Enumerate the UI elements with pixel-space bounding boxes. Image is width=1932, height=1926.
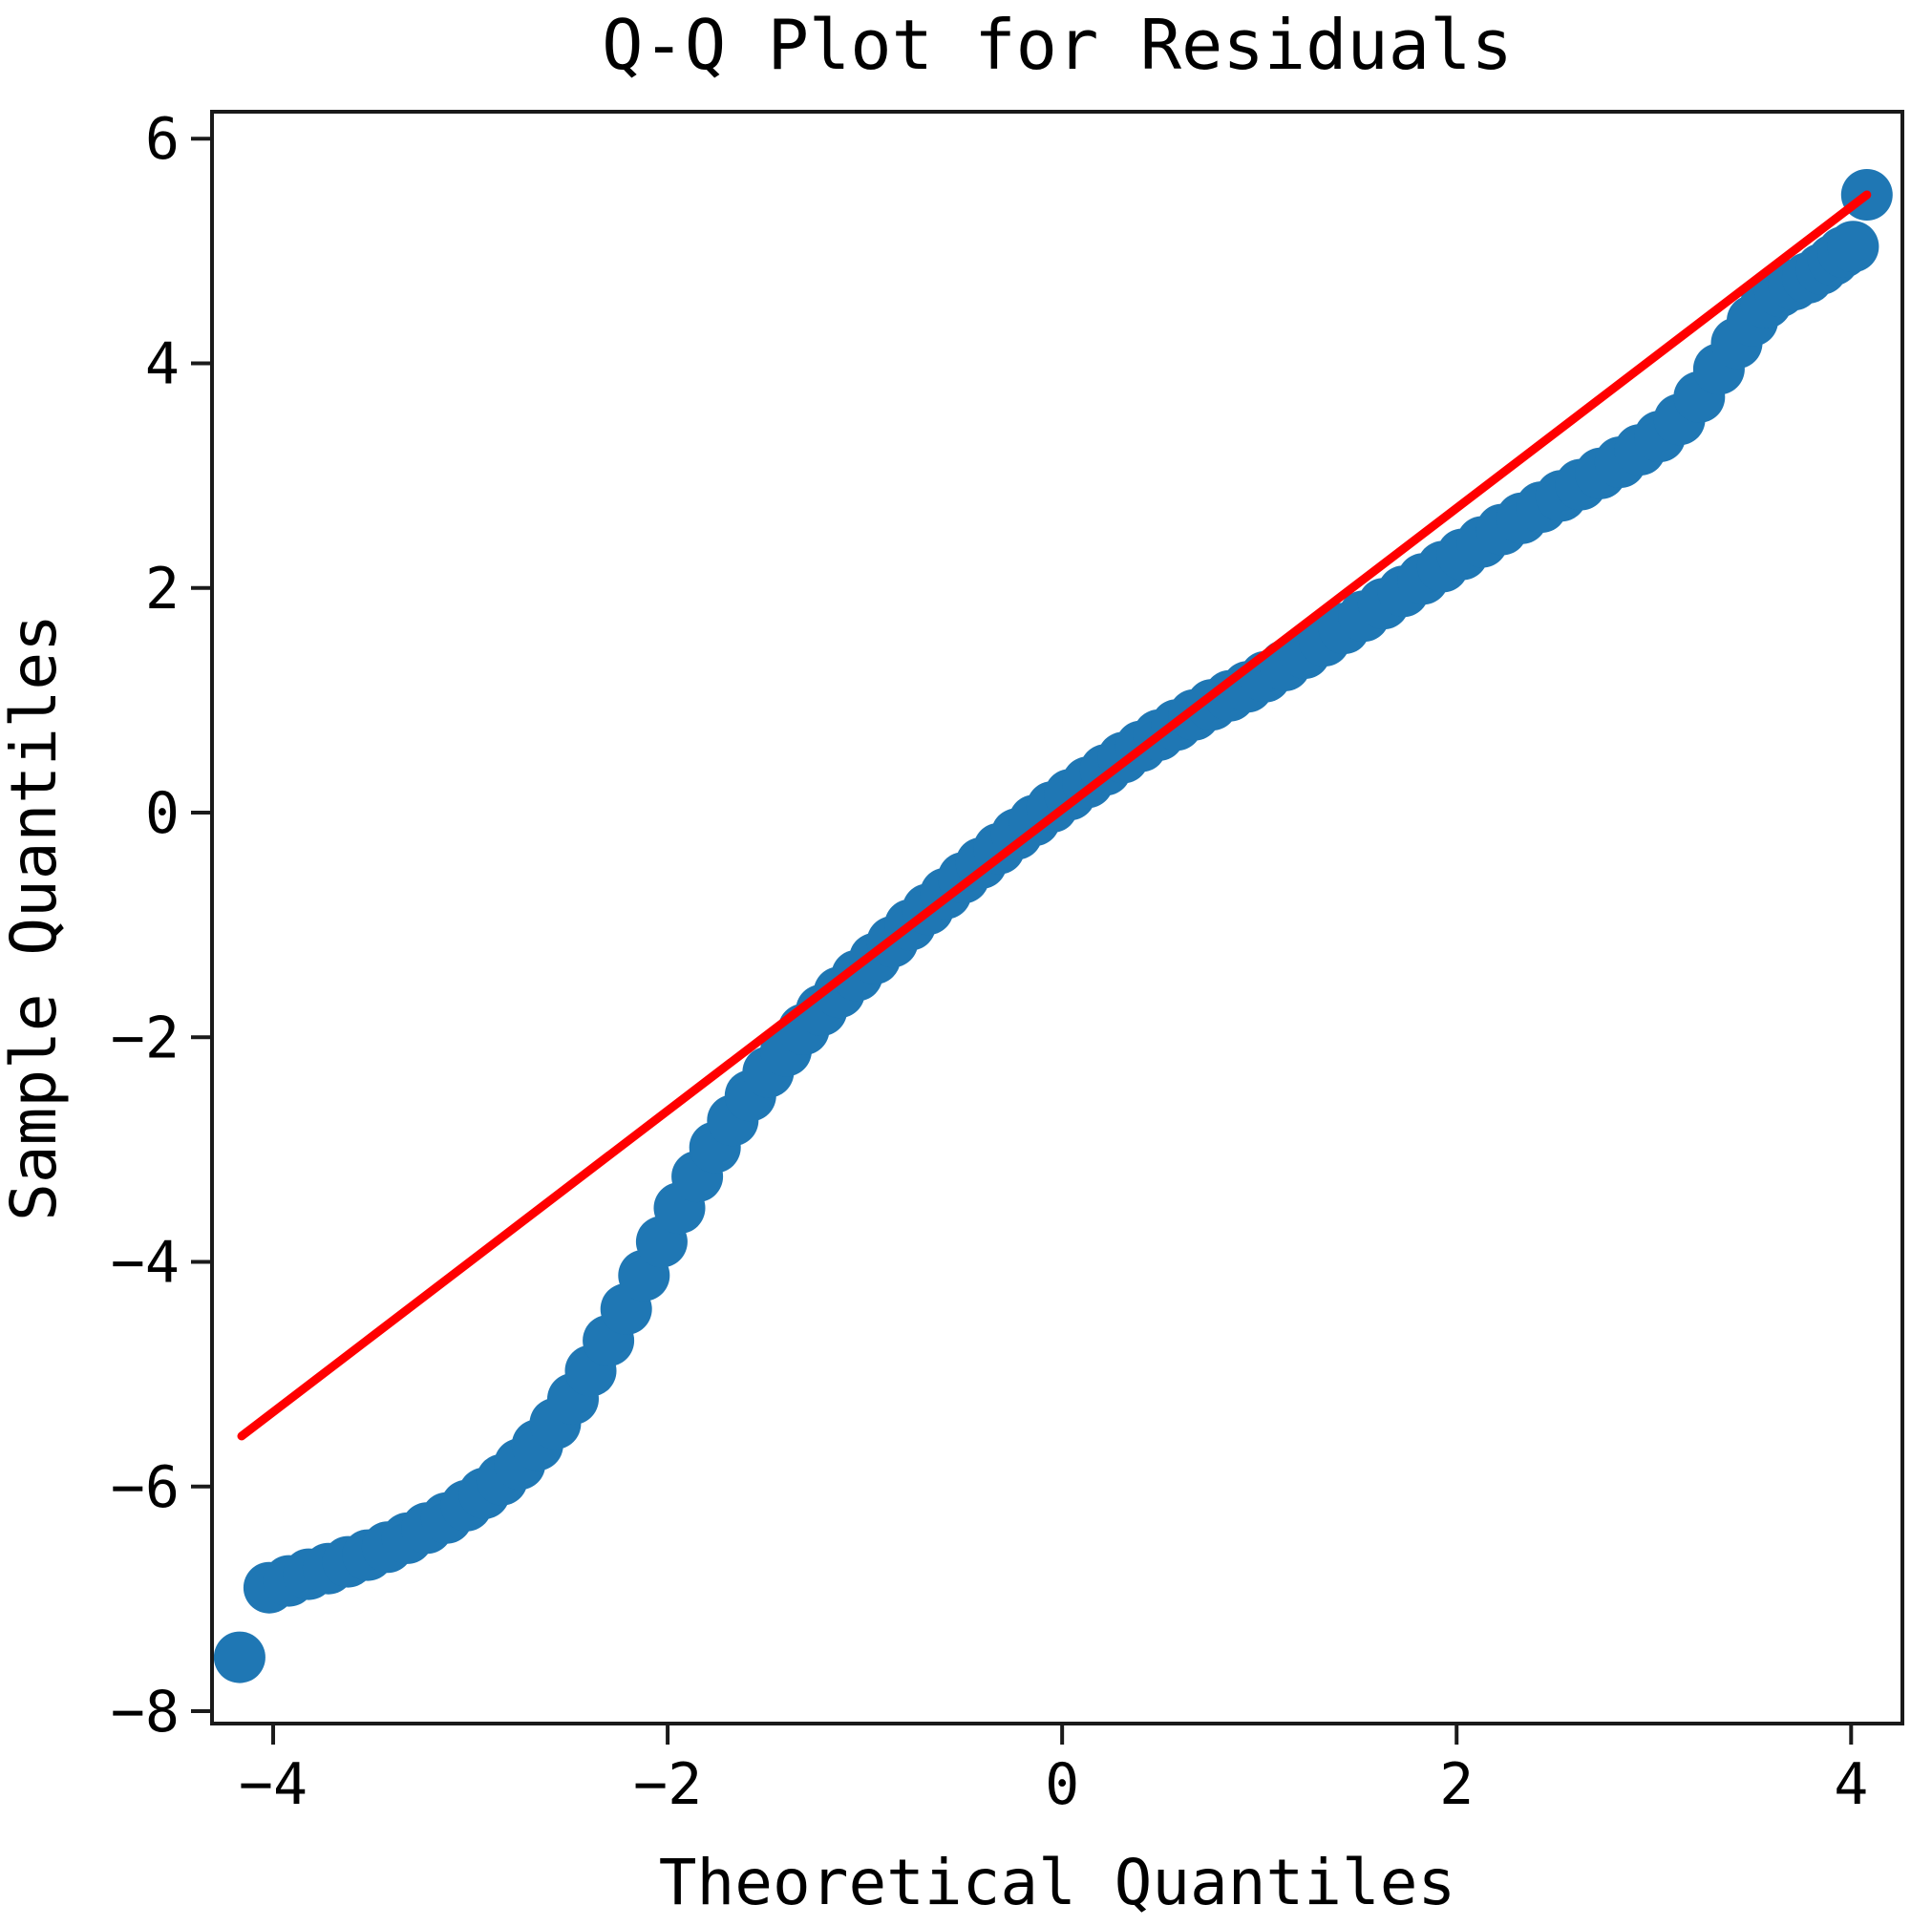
reference-line <box>237 190 1872 1441</box>
plot-border <box>210 110 1904 1725</box>
y-tick-label: 6 <box>145 106 180 173</box>
y-tick-label: 4 <box>145 330 180 397</box>
chart-title: Q-Q Plot for Residuals <box>602 5 1513 85</box>
x-tick-label: −2 <box>633 1751 702 1818</box>
x-tick-label: −4 <box>239 1751 308 1818</box>
y-axis-label: Sample Quantiles <box>0 614 71 1221</box>
y-tick-label: −8 <box>111 1679 180 1746</box>
x-axis-label: Theoretical Quantiles <box>659 1846 1455 1919</box>
y-tick-label: −6 <box>111 1454 180 1521</box>
x-tick-label: 0 <box>1045 1751 1079 1818</box>
scatter-point <box>213 1631 265 1683</box>
x-tick-label: 2 <box>1439 1751 1474 1818</box>
y-tick-label: 0 <box>145 780 180 847</box>
plot-area: −4 −2 0 2 4 6 4 2 0 −2 −4 −6 −8 <box>111 106 1904 1818</box>
y-tick-label: −4 <box>111 1230 180 1297</box>
x-tick-label: 4 <box>1834 1751 1868 1818</box>
y-tick-label: 2 <box>145 556 180 623</box>
scatter-point <box>1827 221 1879 273</box>
y-tick-label: −2 <box>111 1005 180 1071</box>
